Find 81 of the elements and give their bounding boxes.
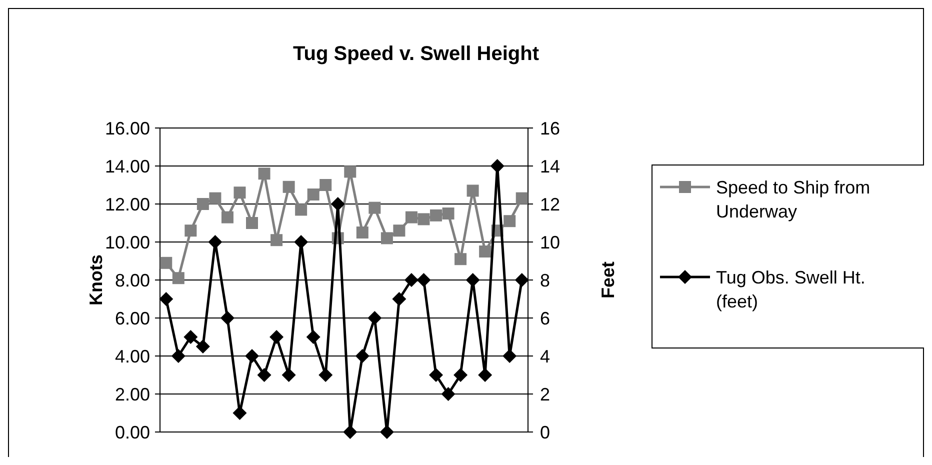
point xyxy=(220,311,234,325)
point xyxy=(454,253,467,266)
point xyxy=(466,273,480,287)
point xyxy=(257,368,272,382)
point xyxy=(490,159,504,173)
point xyxy=(516,192,528,204)
point xyxy=(442,208,454,220)
y2-tick-label: 6 xyxy=(540,308,550,328)
point xyxy=(466,184,479,197)
point xyxy=(514,273,529,287)
point xyxy=(234,186,246,199)
y-tick-label: 10.00 xyxy=(104,232,150,252)
point xyxy=(418,213,430,226)
point xyxy=(330,197,345,211)
y2-tick-label: 14 xyxy=(540,156,560,176)
point xyxy=(196,340,210,354)
point xyxy=(306,330,320,344)
point xyxy=(429,368,443,382)
point xyxy=(380,425,394,439)
point xyxy=(318,368,333,382)
y-axis-title: Knots xyxy=(86,254,106,306)
y-tick-label: 2.00 xyxy=(114,384,150,404)
point xyxy=(356,226,368,238)
point xyxy=(393,224,406,237)
legend-label: Speed to Ship from Underway xyxy=(716,177,870,222)
point xyxy=(184,330,198,344)
y-tick-label: 16.00 xyxy=(104,118,150,138)
y2-tick-label: 12 xyxy=(540,194,560,214)
point xyxy=(245,349,259,363)
point xyxy=(478,368,492,382)
point xyxy=(454,368,468,382)
point xyxy=(344,166,356,178)
point xyxy=(416,273,431,287)
point xyxy=(282,368,296,382)
point xyxy=(258,168,270,180)
point xyxy=(502,349,517,363)
point xyxy=(282,180,295,193)
point xyxy=(380,232,393,244)
point xyxy=(368,202,381,214)
point xyxy=(294,235,308,249)
legend-label: Tug Obs. Swell Ht. (feet) xyxy=(716,267,866,312)
y2-tick-label: 16 xyxy=(540,118,560,138)
chart-title: Tug Speed v. Swell Height xyxy=(293,43,540,65)
point xyxy=(184,224,197,237)
point xyxy=(246,217,258,229)
point xyxy=(232,406,247,420)
point xyxy=(221,211,234,224)
point xyxy=(295,204,308,216)
point xyxy=(196,198,209,210)
y2-axis-title: Feet xyxy=(598,261,618,299)
point xyxy=(320,179,332,191)
point xyxy=(504,215,516,228)
point xyxy=(159,292,174,306)
y2-tick-label: 10 xyxy=(540,232,560,252)
point xyxy=(441,387,456,401)
y2-tick-label: 8 xyxy=(540,270,550,290)
point xyxy=(355,349,370,363)
point xyxy=(343,425,358,439)
y2-tick-label: 2 xyxy=(540,384,550,404)
y2-tick-label: 0 xyxy=(540,422,550,442)
point xyxy=(270,330,284,344)
y-tick-label: 0.00 xyxy=(114,422,150,442)
y-tick-label: 6.00 xyxy=(114,308,150,328)
point xyxy=(270,234,283,246)
point xyxy=(368,311,382,325)
point xyxy=(479,246,492,258)
point xyxy=(209,192,222,204)
point xyxy=(405,211,418,224)
y2-tick-label: 4 xyxy=(540,346,550,366)
point xyxy=(208,235,222,249)
y-tick-label: 8.00 xyxy=(114,270,150,290)
y-tick-label: 12.00 xyxy=(104,194,150,214)
point xyxy=(172,272,184,284)
point xyxy=(160,256,172,269)
y-tick-label: 14.00 xyxy=(104,156,150,176)
point xyxy=(307,188,320,200)
point xyxy=(171,349,186,363)
point xyxy=(430,209,442,222)
y-tick-label: 4.00 xyxy=(114,346,150,366)
point xyxy=(404,273,418,287)
point xyxy=(392,292,406,306)
